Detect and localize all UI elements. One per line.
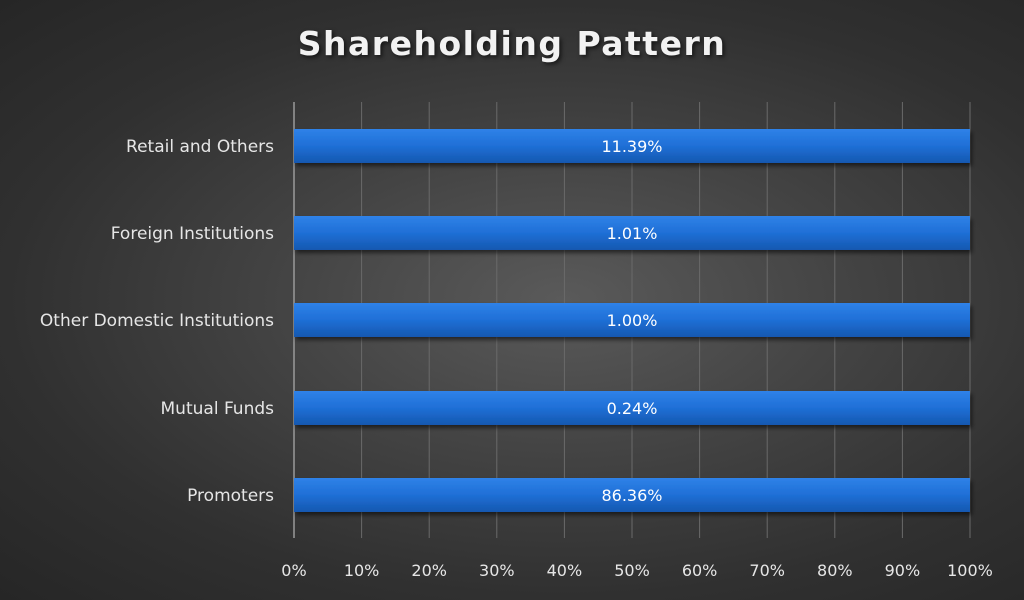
data-label: 1.01% — [607, 224, 658, 243]
x-tick-label: 60% — [682, 561, 718, 580]
data-label: 1.00% — [607, 311, 658, 330]
x-tick-label: 0% — [281, 561, 306, 580]
x-tick-label: 40% — [547, 561, 583, 580]
x-tick-label: 80% — [817, 561, 853, 580]
category-label: Mutual Funds — [161, 399, 275, 419]
x-tick-label: 10% — [344, 561, 380, 580]
chart-title: Shareholding Pattern — [297, 24, 727, 63]
data-label: 0.24% — [607, 399, 658, 418]
x-tick-label: 70% — [749, 561, 785, 580]
bar — [294, 303, 970, 337]
category-label: Retail and Others — [126, 137, 274, 157]
category-label: Other Domestic Institutions — [40, 311, 274, 331]
bar — [294, 129, 970, 163]
category-label: Promoters — [187, 486, 274, 506]
category-label: Foreign Institutions — [111, 224, 274, 244]
x-tick-label: 20% — [411, 561, 447, 580]
x-tick-label: 90% — [885, 561, 921, 580]
bar — [294, 216, 970, 250]
bar — [294, 391, 970, 425]
labels: 0% 10% 20% 30% 40% 50% 60% 70% 80% 90% 100% 86.36% P… — [40, 137, 993, 580]
x-tick-label: 100% — [947, 561, 993, 580]
data-label: 11.39% — [601, 137, 662, 156]
bar — [294, 478, 970, 512]
data-label: 86.36% — [601, 486, 662, 505]
x-tick-label: 50% — [614, 561, 650, 580]
bars — [294, 129, 970, 512]
x-tick-label: 30% — [479, 561, 515, 580]
